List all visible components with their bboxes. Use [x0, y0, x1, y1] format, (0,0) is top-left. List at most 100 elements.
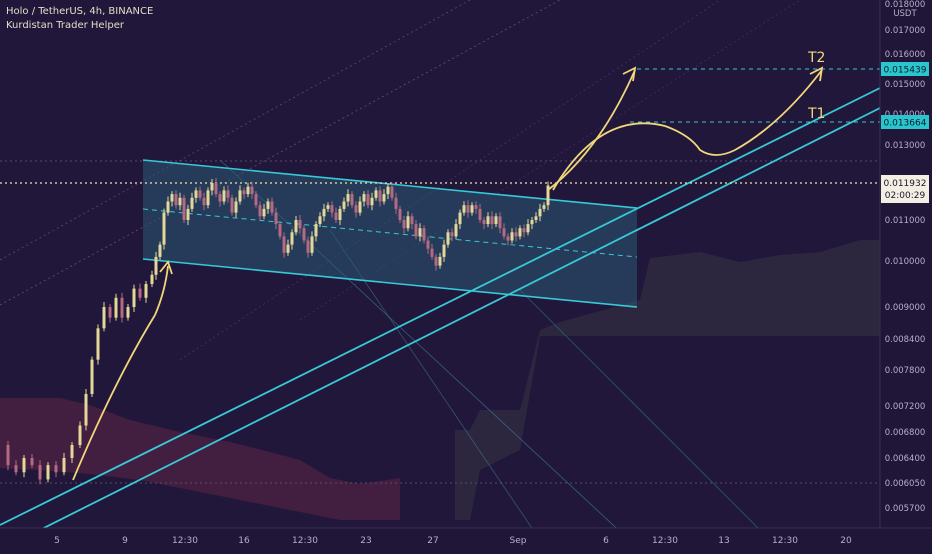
- svg-text:0.013664: 0.013664: [884, 119, 927, 129]
- y-tick-label: 0.006800: [885, 428, 926, 438]
- candle-body: [102, 307, 106, 329]
- candle-body: [114, 297, 118, 318]
- candle-body: [494, 216, 498, 225]
- y-tick-label: 0.015000: [885, 80, 926, 90]
- x-tick-label: 27: [427, 536, 438, 546]
- x-tick-label: 12:30: [652, 536, 678, 546]
- current-price-badge: [881, 175, 929, 203]
- candle-body: [162, 212, 166, 245]
- candle-body: [454, 224, 458, 237]
- candle-body: [274, 212, 278, 225]
- candle-body: [158, 244, 162, 257]
- candle-body: [522, 228, 526, 233]
- candle-body: [218, 194, 222, 202]
- candle-body: [286, 244, 290, 253]
- candle-body: [62, 458, 66, 473]
- candle-body: [490, 216, 494, 225]
- candle-body: [414, 224, 418, 237]
- candle-body: [96, 328, 100, 360]
- candle-body: [266, 201, 270, 209]
- candle-body: [542, 205, 546, 209]
- x-tick-label: 12:30: [292, 536, 318, 546]
- candle-body: [338, 208, 342, 220]
- candle-body: [282, 236, 286, 253]
- candle-body: [446, 232, 450, 245]
- candle-body: [394, 197, 398, 209]
- candle-body: [186, 208, 190, 220]
- candle-body: [30, 458, 34, 466]
- candle-body: [350, 194, 354, 206]
- ascending-trendline-upper[interactable]: [0, 87, 881, 526]
- x-tick-label: 12:30: [172, 536, 198, 546]
- candle-body: [418, 228, 422, 237]
- cloud-bearish: [0, 398, 400, 520]
- y-tick-label: 0.017000: [885, 26, 926, 36]
- y-tick-label: 0.007200: [885, 402, 926, 412]
- candle-body: [214, 183, 218, 195]
- y-tick-label: 0.013000: [885, 141, 926, 151]
- candle-body: [298, 220, 302, 229]
- candle-body: [78, 425, 82, 445]
- t2-badge: [881, 62, 929, 76]
- candle-body: [530, 220, 534, 225]
- t1-badge: [881, 115, 929, 129]
- x-tick-label: 6: [603, 536, 609, 546]
- candle-body: [206, 190, 210, 206]
- candle-body: [434, 256, 438, 266]
- candle-body: [546, 185, 550, 206]
- candle-body: [222, 190, 226, 202]
- candle-body: [226, 190, 230, 198]
- y-tick-label: 0.016000: [885, 50, 926, 60]
- candle-body: [510, 232, 514, 241]
- candle-body: [108, 307, 112, 318]
- candle-body: [138, 288, 142, 298]
- candle-body: [342, 201, 346, 209]
- candle-body: [166, 201, 170, 213]
- candle-body: [366, 194, 370, 206]
- x-tick-label: 20: [840, 536, 852, 546]
- x-tick-label: 5: [54, 536, 60, 546]
- candle-body: [382, 194, 386, 202]
- y-tick-label: 0.010000: [885, 257, 926, 267]
- candle-body: [242, 190, 246, 195]
- candle-body: [250, 186, 254, 195]
- svg-text:0.015439: 0.015439: [884, 66, 927, 76]
- candle-body: [406, 216, 410, 229]
- candle-body: [254, 194, 258, 206]
- candle-body: [334, 212, 338, 220]
- t1-label: T1: [807, 106, 825, 122]
- candle-body: [278, 224, 282, 237]
- candle-body: [306, 240, 310, 253]
- y-tick-label: 0.011000: [885, 216, 926, 226]
- time-axis[interactable]: 5 9 12:30 16 12:30 23 27 Sep 6 12:30 13 12:30 20: [54, 536, 852, 546]
- candle-body: [190, 197, 194, 209]
- candle-body: [230, 197, 234, 213]
- y-tick-label: 0.005700: [885, 504, 926, 514]
- candle-body: [362, 194, 366, 202]
- candle-body: [46, 465, 50, 480]
- cloud-bullish: [455, 240, 880, 520]
- candle-body: [398, 208, 402, 220]
- candle-body: [154, 256, 158, 275]
- candle-body: [132, 288, 136, 307]
- ascending-trendline-lower[interactable]: [0, 107, 881, 551]
- candle-body: [210, 183, 214, 191]
- candle-body: [438, 256, 442, 266]
- candle-body: [518, 228, 522, 237]
- rally-arrow-1b: [154, 265, 169, 316]
- candle-body: [198, 190, 202, 198]
- candle-body: [482, 220, 486, 225]
- candle-body: [318, 216, 322, 225]
- candle-body: [314, 224, 318, 237]
- candle-body: [402, 220, 406, 229]
- candle-body: [182, 197, 186, 220]
- svg-text:0.011932: 0.011932: [884, 179, 927, 189]
- candle-body: [54, 465, 58, 473]
- candle-body: [38, 465, 42, 480]
- candle-body: [442, 244, 446, 257]
- candle-body: [84, 394, 88, 426]
- candle-body: [422, 228, 426, 241]
- y-tick-label: 0.008400: [885, 335, 926, 345]
